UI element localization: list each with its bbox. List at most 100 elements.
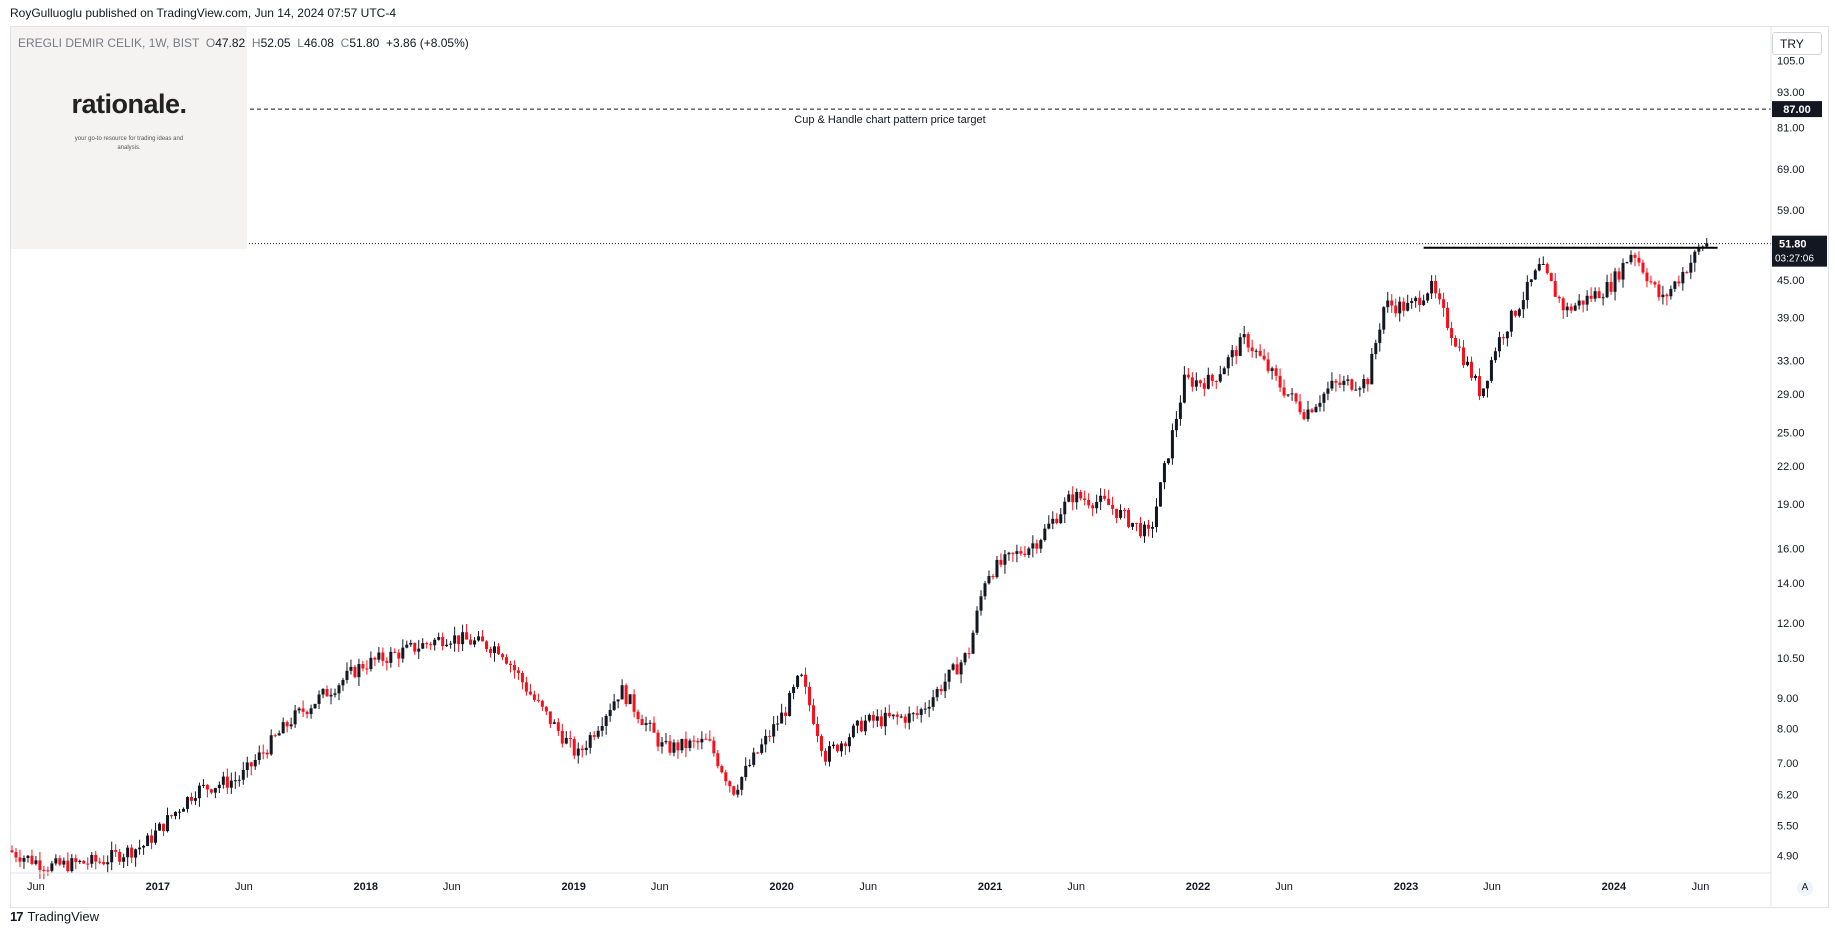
candle-body: [213, 788, 217, 793]
time-tick-label: 2018: [354, 881, 378, 893]
candle-body: [1653, 282, 1657, 285]
price-tick-label: 22.00: [1777, 461, 1805, 473]
candle-body: [732, 786, 736, 795]
candle-body: [1222, 368, 1226, 375]
candle-body: [1621, 263, 1625, 280]
current-price-text: 51.80: [1779, 239, 1807, 251]
candle-body: [1015, 551, 1019, 554]
legend-change: +3.86 (+8.05%): [386, 36, 469, 50]
candle-body: [1087, 499, 1091, 506]
candle-body: [572, 739, 576, 756]
candle-body: [1505, 331, 1509, 339]
price-tick-label: 59.00: [1777, 205, 1805, 217]
candle-body: [78, 860, 82, 863]
candle-body: [1469, 361, 1473, 378]
candle-body: [532, 694, 536, 700]
candle-body: [1326, 388, 1330, 394]
time-tick-label: Jun: [1483, 881, 1501, 893]
candle-body: [528, 691, 532, 695]
legend-high-label: H: [251, 36, 261, 50]
candle-body: [62, 860, 66, 865]
candle-body: [154, 830, 158, 843]
candle-body: [413, 642, 417, 652]
candle-body: [911, 713, 915, 715]
time-tick-label: 2019: [561, 881, 585, 893]
candle-body: [477, 636, 481, 641]
candle-body: [1517, 309, 1521, 316]
candle-body: [1454, 337, 1458, 347]
price-tick-label: 93.00: [1777, 87, 1805, 99]
price-tick-label: 7.00: [1777, 758, 1798, 770]
candle-body: [1410, 301, 1414, 303]
candle-body: [1011, 552, 1015, 554]
candle-body: [1103, 495, 1107, 499]
candle-body: [1366, 378, 1370, 385]
candle-body: [935, 688, 939, 698]
candle-body: [788, 693, 792, 716]
candle-body: [401, 647, 405, 659]
candle-body: [118, 851, 122, 862]
candle-body: [1354, 389, 1358, 391]
candle-body: [796, 675, 800, 687]
candle-body: [895, 714, 899, 717]
candle-body: [1298, 401, 1302, 413]
time-tick-label: Jun: [651, 881, 669, 893]
time-tick-label: 2017: [146, 881, 170, 893]
candle-body: [1055, 518, 1059, 524]
candle-body: [1286, 394, 1290, 396]
candle-body: [652, 722, 656, 733]
candle-body: [86, 863, 90, 865]
candle-body: [281, 722, 285, 734]
candle-body: [265, 752, 269, 755]
candle-body: [1131, 522, 1135, 527]
candle-body: [1059, 514, 1063, 524]
candle-body: [804, 674, 808, 687]
candle-body: [261, 752, 265, 754]
candle-body: [1198, 380, 1202, 384]
currency-selector[interactable]: TRY: [1772, 32, 1822, 55]
candle-body: [1119, 509, 1123, 518]
rationale-watermark: rationale. your go-to resource for tradi…: [11, 27, 247, 249]
candle-body: [1023, 553, 1027, 556]
candle-body: [209, 789, 213, 793]
candle-body: [134, 849, 138, 858]
candle-body: [10, 850, 14, 853]
candle-body: [1270, 368, 1274, 371]
candle-body: [664, 741, 668, 743]
tradingview-brand[interactable]: 17 TradingView: [10, 909, 99, 924]
candle-body: [385, 660, 389, 663]
annotations-layer: Cup & Handle chart pattern price target 8…: [12, 101, 1827, 267]
candle-body: [1230, 350, 1234, 358]
candle-body: [1370, 353, 1374, 385]
candle-body: [365, 668, 369, 670]
candle-body: [1493, 351, 1497, 361]
candle-body: [955, 664, 959, 675]
candle-body: [700, 738, 704, 743]
candle-body: [1174, 418, 1178, 431]
candle-body: [632, 694, 636, 712]
auto-scale-button[interactable]: A: [1797, 880, 1813, 896]
candle-body: [660, 742, 664, 747]
candle-body: [516, 670, 520, 674]
candle-body: [1529, 279, 1533, 283]
candle-body: [883, 712, 887, 727]
candle-body: [748, 764, 752, 766]
candle-body: [377, 652, 381, 660]
candle-body: [1473, 375, 1477, 378]
candle-body: [816, 723, 820, 737]
candle-body: [329, 694, 333, 697]
candle-body: [975, 610, 979, 633]
candle-body: [947, 669, 951, 682]
candle-body: [1577, 300, 1581, 306]
candle-body: [724, 772, 728, 782]
candle-body: [1350, 379, 1354, 390]
candle-body: [1047, 523, 1051, 529]
candle-body: [628, 694, 632, 705]
candle-body: [437, 637, 441, 640]
legend-low-label: L: [297, 36, 304, 50]
candle-body: [616, 699, 620, 702]
candle-body: [536, 699, 540, 701]
candle-body: [150, 835, 154, 843]
candle-body: [1677, 281, 1681, 284]
